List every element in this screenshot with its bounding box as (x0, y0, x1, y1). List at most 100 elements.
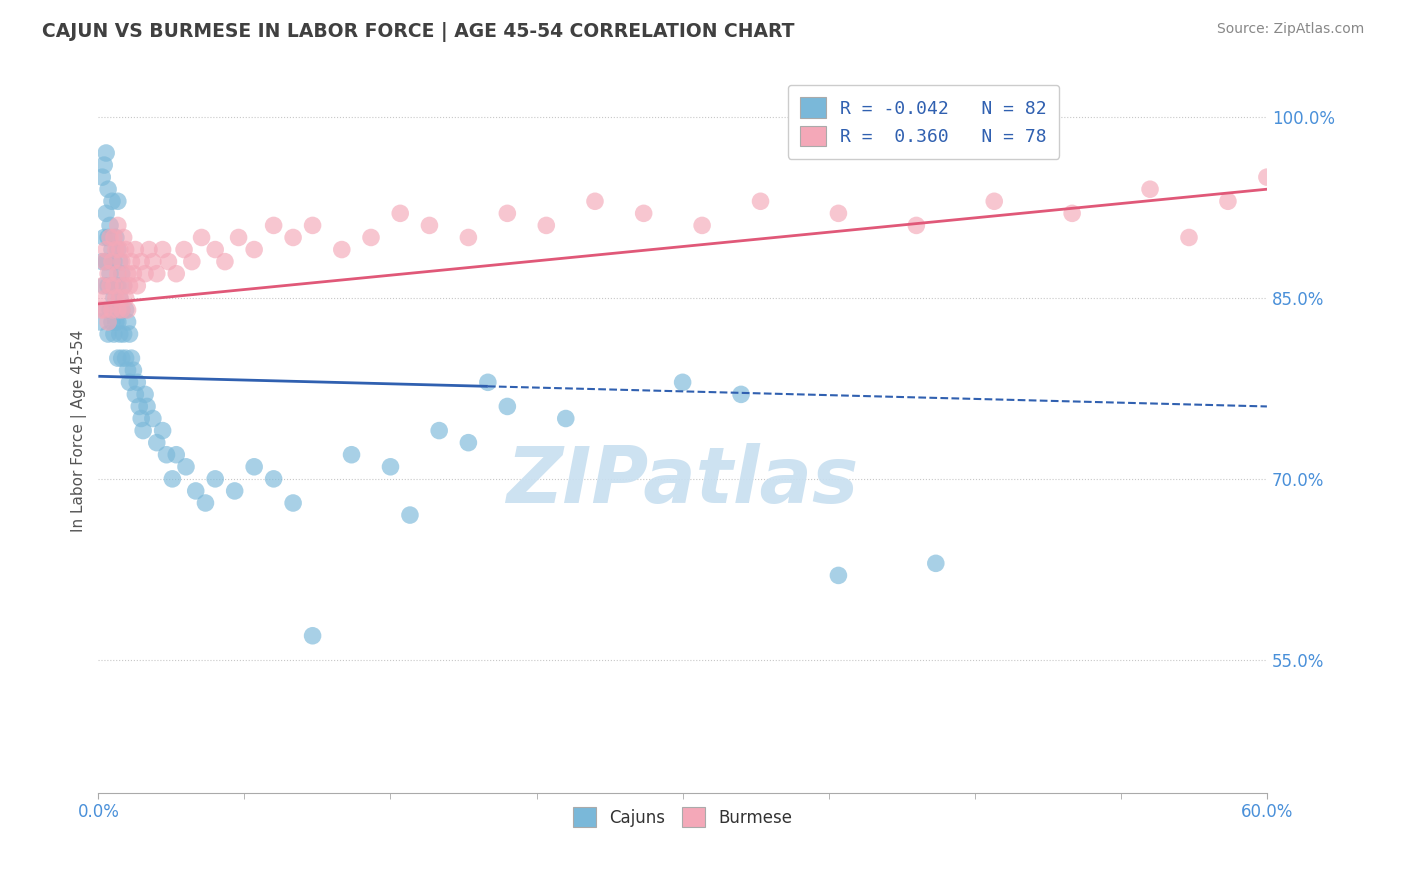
Point (114, 291, 136, 305)
Point (152, 243, 174, 257)
Point (117, 315, 139, 329)
Point (301, 629, 323, 643)
Point (107, 243, 129, 257)
Point (103, 254, 125, 268)
Point (118, 278, 141, 293)
Point (122, 267, 145, 281)
Point (94, 243, 117, 257)
Point (132, 424, 155, 438)
Point (108, 243, 131, 257)
Point (330, 243, 353, 257)
Point (98, 278, 121, 293)
Point (111, 302, 134, 317)
Point (146, 435, 169, 450)
Point (107, 194, 129, 209)
Point (93, 254, 115, 268)
Point (1178, 230, 1201, 244)
Point (117, 302, 139, 317)
Point (89, 315, 111, 329)
Point (98, 302, 121, 317)
Point (152, 424, 174, 438)
Point (104, 230, 127, 244)
Point (554, 411, 576, 425)
Point (146, 267, 169, 281)
Point (224, 483, 246, 498)
Point (301, 219, 323, 233)
Point (228, 230, 250, 244)
Point (1139, 182, 1161, 196)
Point (118, 326, 141, 341)
Point (180, 254, 202, 268)
Point (93, 158, 115, 172)
Point (93, 302, 115, 317)
Point (1353, 194, 1375, 209)
Point (243, 459, 266, 474)
Point (104, 278, 127, 293)
Point (101, 315, 124, 329)
Point (134, 387, 156, 401)
Point (107, 278, 129, 293)
Point (120, 254, 142, 268)
Point (263, 472, 285, 486)
Point (104, 291, 127, 305)
Point (194, 496, 217, 510)
Point (1295, 206, 1317, 220)
Point (101, 254, 124, 268)
Point (496, 206, 519, 220)
Point (107, 351, 129, 366)
Point (127, 376, 149, 390)
Point (155, 448, 177, 462)
Point (114, 302, 136, 317)
Point (103, 230, 125, 244)
Point (672, 376, 695, 390)
Point (101, 302, 124, 317)
Point (281, 496, 304, 510)
Point (690, 219, 713, 233)
Point (108, 291, 131, 305)
Point (184, 483, 207, 498)
Point (827, 206, 849, 220)
Point (281, 230, 304, 244)
Point (97, 278, 120, 293)
Point (214, 254, 236, 268)
Point (94, 206, 117, 220)
Point (91, 170, 114, 185)
Point (97, 182, 120, 196)
Point (165, 267, 187, 281)
Point (97, 267, 120, 281)
Point (380, 459, 402, 474)
Point (103, 291, 125, 305)
Point (101, 278, 124, 293)
Point (730, 387, 752, 401)
Point (157, 254, 180, 268)
Point (477, 376, 499, 390)
Point (118, 376, 141, 390)
Point (120, 351, 142, 366)
Point (114, 351, 136, 366)
Point (925, 557, 948, 571)
Point (107, 219, 129, 233)
Point (108, 254, 131, 268)
Point (173, 243, 195, 257)
Point (112, 326, 135, 341)
Point (98, 219, 121, 233)
Point (117, 267, 139, 281)
Point (142, 254, 165, 268)
Point (827, 568, 849, 582)
Point (108, 326, 131, 341)
Point (583, 194, 606, 209)
Point (94, 146, 117, 161)
Point (457, 435, 479, 450)
Point (97, 315, 120, 329)
Point (98, 267, 121, 281)
Point (117, 363, 139, 377)
Point (905, 219, 928, 233)
Point (91, 278, 114, 293)
Point (263, 219, 285, 233)
Point (107, 315, 129, 329)
Point (134, 267, 156, 281)
Point (98, 230, 121, 244)
Point (107, 302, 129, 317)
Point (114, 243, 136, 257)
Legend: Cajuns, Burmese: Cajuns, Burmese (564, 799, 801, 835)
